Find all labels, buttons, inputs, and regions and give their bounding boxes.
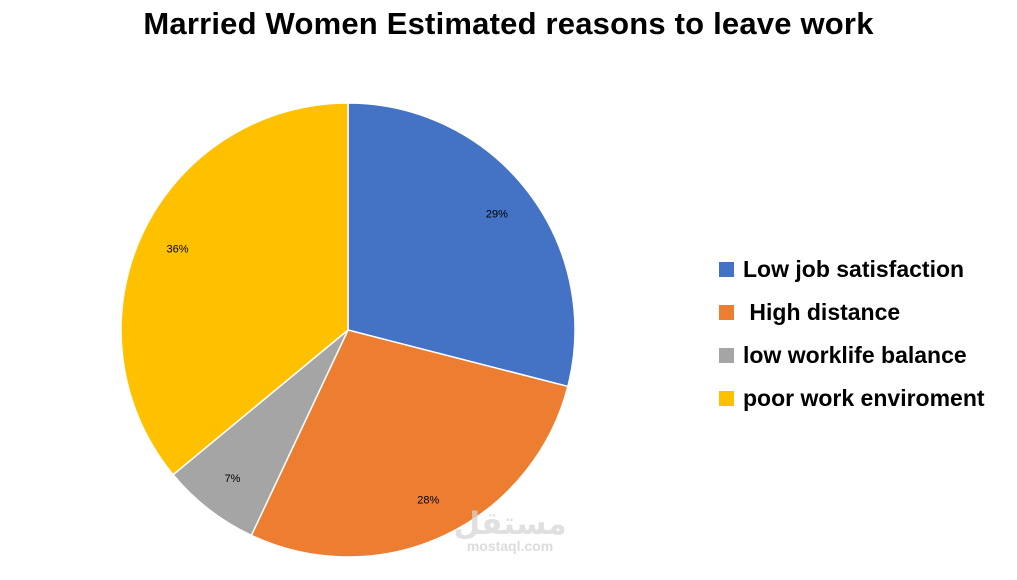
legend-label: poor work enviroment xyxy=(743,385,985,411)
watermark-logo: مستقل xyxy=(453,506,567,541)
data-label: 28% xyxy=(417,494,439,506)
legend-item-low-worklife-balance: low worklife balance xyxy=(719,334,985,377)
legend-item-high-distance: High distance xyxy=(719,291,985,334)
legend-label: Low job satisfaction xyxy=(743,256,965,282)
pie-slice-low-job-satisfaction xyxy=(347,102,576,388)
legend: Low job satisfaction High distance low w… xyxy=(719,248,985,420)
legend-swatch xyxy=(719,348,734,363)
watermark-site: mostaql.com xyxy=(466,538,554,554)
watermark: مستقل mostaql.com xyxy=(440,508,580,553)
legend-label: low worklife balance xyxy=(743,342,967,368)
data-label: 7% xyxy=(225,473,241,485)
data-label: 36% xyxy=(167,244,189,256)
legend-item-low-job-satisfaction: Low job satisfaction xyxy=(719,248,985,291)
pie-slice-poor-work-enviroment xyxy=(120,102,349,476)
legend-label: High distance xyxy=(743,299,901,325)
data-label: 29% xyxy=(486,208,508,220)
legend-item-poor-work-environment: poor work enviroment xyxy=(719,377,985,420)
chart-title: Married Women Estimated reasons to leave… xyxy=(143,6,874,41)
pie-slice-high-distance xyxy=(250,329,569,558)
legend-swatch xyxy=(719,391,734,406)
legend-swatch xyxy=(719,305,734,320)
legend-swatch xyxy=(719,262,734,277)
